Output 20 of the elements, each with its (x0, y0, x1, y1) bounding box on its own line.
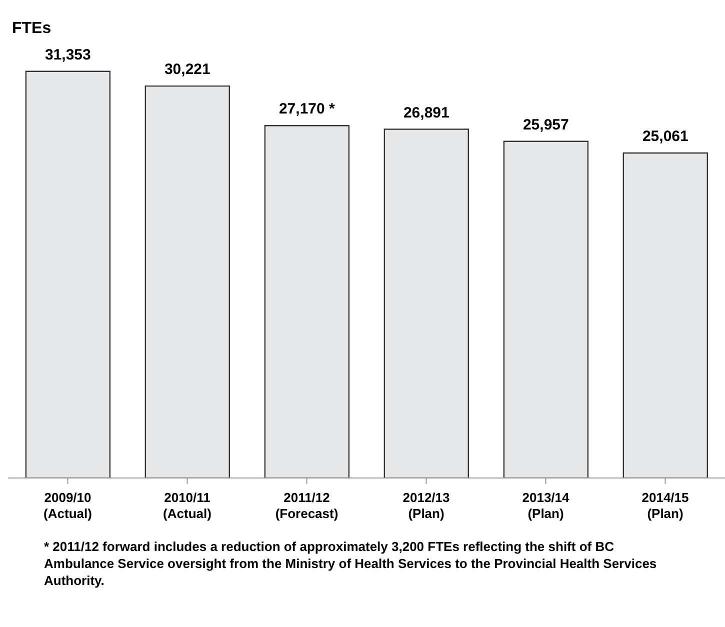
data-label: 30,221 (164, 61, 210, 78)
chart-title: FTEs (12, 20, 52, 38)
data-label: 25,957 (522, 116, 569, 134)
x-tick-label: 2010/11 (Actual) (163, 490, 212, 521)
data-label: 25,061 (642, 128, 688, 145)
x-tick-label: 2009/10 (Actual) (44, 490, 92, 521)
x-tick-label: 2013/14 (Plan) (522, 490, 570, 521)
data-label: 27,170 * (278, 100, 336, 118)
bar (144, 85, 230, 478)
x-tick-label: 2014/15 (Plan) (642, 490, 689, 521)
bar (25, 70, 111, 478)
bar (622, 152, 708, 478)
bar (503, 140, 589, 478)
x-tick-label: 2012/13 (Plan) (402, 490, 450, 521)
data-label: 31,353 (44, 46, 91, 64)
text: * 2011/12 forward includes a reduction of approximately 3,200 FTEs reflecting the shift of BC Ambulance Service oversight from the Ministry of Health Services to the Provincial Health Services Authority. (44, 538, 658, 589)
x-tick-label: 2011/12 (Forecast) (275, 490, 338, 521)
bar (384, 128, 470, 478)
bar (264, 125, 350, 478)
data-label: 26,891 (403, 104, 450, 122)
